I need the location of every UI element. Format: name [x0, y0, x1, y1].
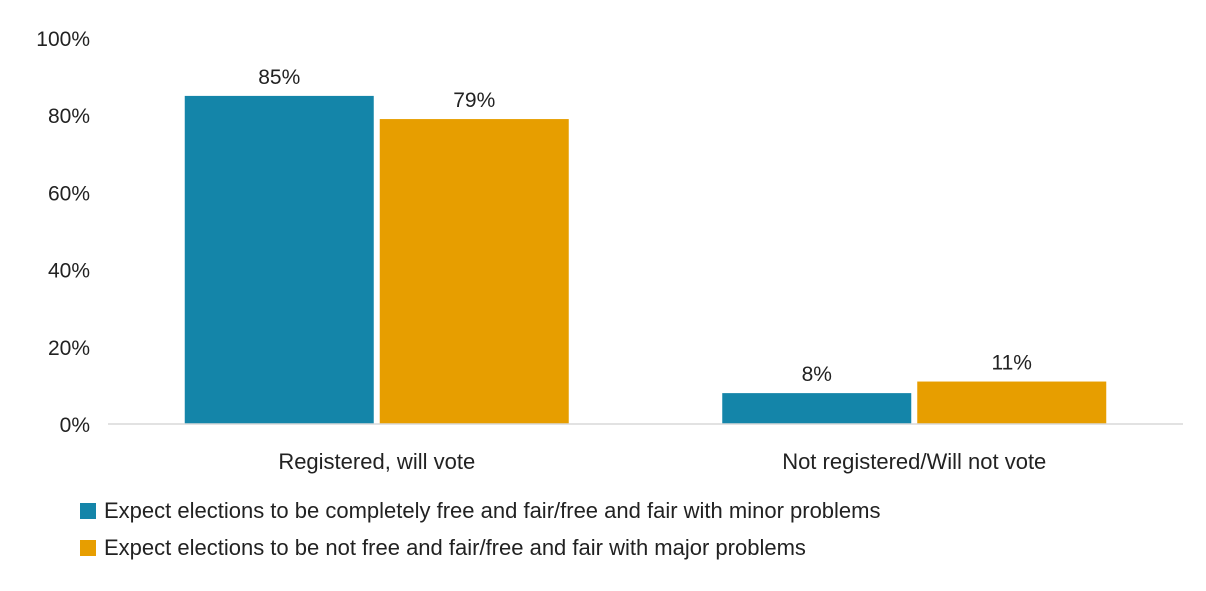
- x-tick-label: Not registered/Will not vote: [782, 449, 1046, 474]
- legend-swatch-series-1: [80, 502, 96, 519]
- bars: [184, 95, 1107, 425]
- legend-item-series-1: Expect elections to be completely free a…: [80, 492, 881, 529]
- x-axis: Registered, will vote Not registered/Will…: [278, 449, 1046, 474]
- bar: [184, 95, 374, 425]
- data-label: 79%: [453, 89, 495, 112]
- data-label: 85%: [258, 66, 300, 89]
- y-tick-label: 40%: [48, 260, 90, 283]
- bar: [917, 381, 1107, 424]
- data-label: 11%: [992, 352, 1032, 375]
- legend-swatch-series-2: [80, 539, 96, 556]
- y-tick-label: 80%: [48, 105, 90, 128]
- data-labels: 85% 79% 8% 11%: [258, 66, 1032, 386]
- legend-item-series-2: Expect elections to be not free and fair…: [80, 529, 881, 566]
- y-axis: 0% 20% 40% 60% 80% 100%: [36, 28, 90, 437]
- bar: [722, 393, 912, 424]
- bar-chart-plot: 0% 20% 40% 60% 80% 100% 85% 79% 8% 11% Registere…: [36, 28, 1183, 474]
- bar: [379, 119, 569, 424]
- data-label: 8%: [802, 363, 832, 386]
- x-tick-label: Registered, will vote: [278, 449, 475, 474]
- legend: Expect elections to be completely free a…: [80, 492, 881, 566]
- y-tick-label: 20%: [48, 337, 90, 360]
- y-tick-label: 100%: [36, 28, 90, 51]
- legend-label-series-2: Expect elections to be not free and fair…: [104, 534, 806, 560]
- legend-label-series-1: Expect elections to be completely free a…: [104, 497, 881, 523]
- y-tick-label: 60%: [48, 182, 90, 205]
- y-tick-label: 0%: [60, 414, 90, 437]
